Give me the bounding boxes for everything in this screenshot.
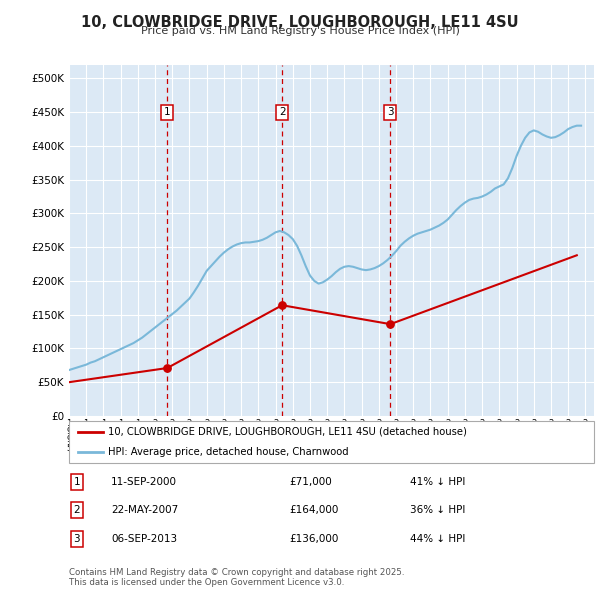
- Text: £71,000: £71,000: [290, 477, 332, 487]
- Text: 06-SEP-2013: 06-SEP-2013: [111, 534, 177, 544]
- Point: [277, 300, 287, 310]
- Point: [163, 363, 172, 373]
- Text: 1: 1: [74, 477, 80, 487]
- Text: 11-SEP-2000: 11-SEP-2000: [111, 477, 177, 487]
- Text: 3: 3: [74, 534, 80, 544]
- Text: 22-MAY-2007: 22-MAY-2007: [111, 505, 178, 515]
- Point: [386, 319, 395, 329]
- Text: 1: 1: [164, 107, 170, 117]
- Text: £136,000: £136,000: [290, 534, 339, 544]
- Text: Contains HM Land Registry data © Crown copyright and database right 2025.
This d: Contains HM Land Registry data © Crown c…: [69, 568, 404, 587]
- Text: 44% ↓ HPI: 44% ↓ HPI: [410, 534, 466, 544]
- Text: £164,000: £164,000: [290, 505, 339, 515]
- Text: 3: 3: [387, 107, 394, 117]
- FancyBboxPatch shape: [69, 421, 594, 463]
- Text: 10, CLOWBRIDGE DRIVE, LOUGHBOROUGH, LE11 4SU: 10, CLOWBRIDGE DRIVE, LOUGHBOROUGH, LE11…: [81, 15, 519, 30]
- Text: 36% ↓ HPI: 36% ↓ HPI: [410, 505, 466, 515]
- Text: 2: 2: [74, 505, 80, 515]
- Text: Price paid vs. HM Land Registry's House Price Index (HPI): Price paid vs. HM Land Registry's House …: [140, 26, 460, 36]
- Text: 41% ↓ HPI: 41% ↓ HPI: [410, 477, 466, 487]
- Text: 2: 2: [279, 107, 286, 117]
- Text: 10, CLOWBRIDGE DRIVE, LOUGHBOROUGH, LE11 4SU (detached house): 10, CLOWBRIDGE DRIVE, LOUGHBOROUGH, LE11…: [109, 427, 467, 437]
- Text: HPI: Average price, detached house, Charnwood: HPI: Average price, detached house, Char…: [109, 447, 349, 457]
